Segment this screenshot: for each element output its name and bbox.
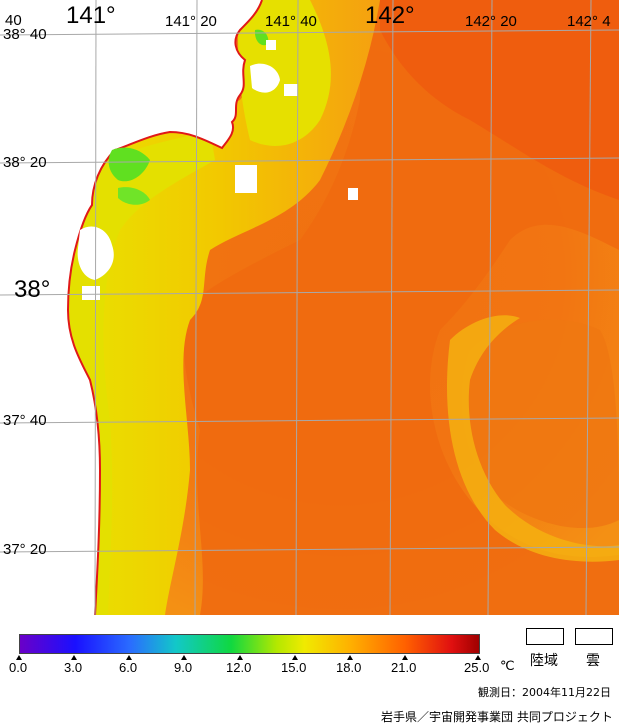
lon-label-142: 142° — [365, 2, 415, 29]
credit-line: 岩手県／宇宙開発事業団 共同プロジェクト — [381, 710, 613, 724]
scale-tick-label: 0.0 — [9, 660, 28, 675]
cloud-legend-label: 雲 — [586, 653, 600, 669]
green-patch — [118, 187, 150, 205]
graticule — [0, 0, 619, 615]
scale-tick-mark — [475, 655, 481, 660]
land-area — [0, 0, 262, 615]
lat-label-38: 38° — [14, 276, 51, 303]
yellow-filament — [447, 315, 619, 562]
scale-tick-label: 6.0 — [119, 660, 138, 675]
cloud-legend-swatch — [575, 628, 613, 645]
green-patch — [254, 29, 269, 46]
warm-current-region — [183, 0, 619, 615]
scale-tick-mark — [16, 655, 22, 660]
scale-tick-label: 25.0 — [464, 660, 490, 675]
green-patch — [108, 147, 150, 182]
scale-tick-label: 12.0 — [226, 660, 252, 675]
scale-tick-mark — [402, 655, 408, 660]
scale-tick-label: 3.0 — [64, 660, 83, 675]
scale-tick-mark — [237, 655, 243, 660]
scale-tick-mark — [71, 655, 77, 660]
scale-tick-mark — [126, 655, 132, 660]
scale-tick-label: 15.0 — [281, 660, 307, 675]
cloud-patch — [348, 188, 358, 200]
lon-label-141: 141° — [66, 2, 116, 29]
scale-unit-label: ℃ — [500, 658, 515, 673]
cloud-patch — [250, 63, 280, 93]
land-legend-label: 陸域 — [530, 653, 558, 669]
land-legend-swatch — [526, 628, 564, 645]
scale-tick-label: 9.0 — [174, 660, 193, 675]
scale-tick-mark — [347, 655, 353, 660]
lon-label-142-20: 142° 20 — [465, 13, 517, 30]
cloud-patch — [284, 84, 298, 96]
warm-core — [380, 0, 619, 200]
lat-label-37-20: 37° 20 — [3, 541, 47, 558]
temperature-color-scale — [19, 634, 480, 654]
scale-tick-mark — [292, 655, 298, 660]
cloud-patch — [266, 40, 276, 50]
observation-date: 観測日：2004年11月22日 — [478, 686, 611, 699]
scale-tick-label: 21.0 — [391, 660, 417, 675]
lon-label-141-20: 141° 20 — [165, 13, 217, 30]
scale-tick-label: 18.0 — [336, 660, 362, 675]
warm-eddy — [461, 319, 619, 529]
cloud-patch — [82, 286, 100, 300]
lat-label-38-40: 38° 40 — [3, 26, 47, 43]
lat-label-37-40: 37° 40 — [3, 412, 47, 429]
lon-label-141-40: 141° 40 — [265, 13, 317, 30]
lon-label-140-40: 40 — [5, 12, 22, 29]
lon-label-142-40: 142° 4 — [567, 13, 611, 30]
cloud-patch — [235, 165, 257, 193]
sea-surface-temperature-map — [0, 0, 619, 615]
scale-tick-mark — [181, 655, 187, 660]
lat-label-38-20: 38° 20 — [3, 154, 47, 171]
